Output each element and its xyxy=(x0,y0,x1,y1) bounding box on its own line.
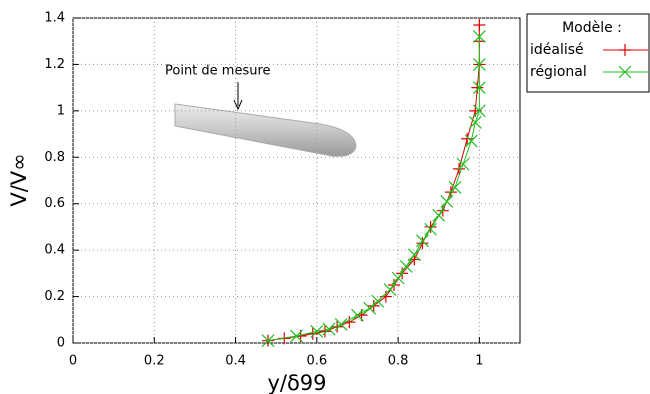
x-tick-label: 0 xyxy=(69,354,77,369)
x-tick-label: 0.8 xyxy=(388,354,409,369)
data-point xyxy=(468,116,482,129)
data-point xyxy=(461,132,474,145)
y-tick-label: 0.8 xyxy=(44,150,65,165)
x-tick-label: 0.4 xyxy=(225,354,246,369)
y-tick-label: 1 xyxy=(57,103,65,118)
y-tick-label: 0 xyxy=(57,336,65,351)
legend-label: idéalisé xyxy=(530,42,584,58)
data-point xyxy=(456,157,470,171)
data-point xyxy=(424,220,437,233)
data-point xyxy=(318,325,331,338)
annotation: Point de mesure xyxy=(165,64,271,79)
data-point xyxy=(290,329,303,343)
y-axis-label: V/V∞ xyxy=(7,153,31,206)
x-tick-label: 1 xyxy=(475,354,483,369)
legend-label: régional xyxy=(530,64,587,80)
data-point xyxy=(473,18,486,31)
series-line xyxy=(267,24,480,342)
y-tick-label: 0.4 xyxy=(44,243,65,258)
legend-marker xyxy=(619,44,631,56)
series-line xyxy=(267,36,480,342)
data-point xyxy=(472,58,486,71)
data-point xyxy=(440,194,454,208)
data-point xyxy=(399,259,413,273)
x-tick-label: 0.2 xyxy=(144,354,165,369)
data-point xyxy=(432,208,446,222)
data-point xyxy=(331,320,344,333)
data-point xyxy=(472,30,486,43)
train-image xyxy=(174,103,357,157)
data-point xyxy=(391,271,405,285)
data-point xyxy=(416,237,429,250)
data-point xyxy=(472,81,486,95)
data-point xyxy=(334,318,348,331)
data-point xyxy=(416,234,429,248)
data-point xyxy=(383,283,397,297)
data-point xyxy=(448,181,462,194)
data-point xyxy=(471,81,484,94)
legend-box xyxy=(526,13,650,93)
y-tick-label: 1.4 xyxy=(44,11,65,26)
plot-frame xyxy=(72,17,521,344)
data-point xyxy=(351,308,364,322)
data-point xyxy=(322,322,336,336)
data-point xyxy=(371,294,385,308)
data-point xyxy=(310,324,324,338)
y-tick-label: 1.2 xyxy=(44,57,65,72)
y-tick-label: 0.2 xyxy=(44,289,65,304)
data-point xyxy=(261,334,275,348)
data-point xyxy=(472,104,486,118)
legend-marker xyxy=(618,65,632,79)
legend-title: Modèle : xyxy=(562,20,622,36)
y-tick-label: 0.6 xyxy=(44,196,65,211)
x-axis-label: y/δ99 xyxy=(267,371,326,394)
x-tick-label: 0.6 xyxy=(306,354,327,369)
data-point xyxy=(424,222,438,236)
data-point xyxy=(464,134,478,148)
data-point xyxy=(363,301,377,315)
data-point xyxy=(407,248,421,262)
